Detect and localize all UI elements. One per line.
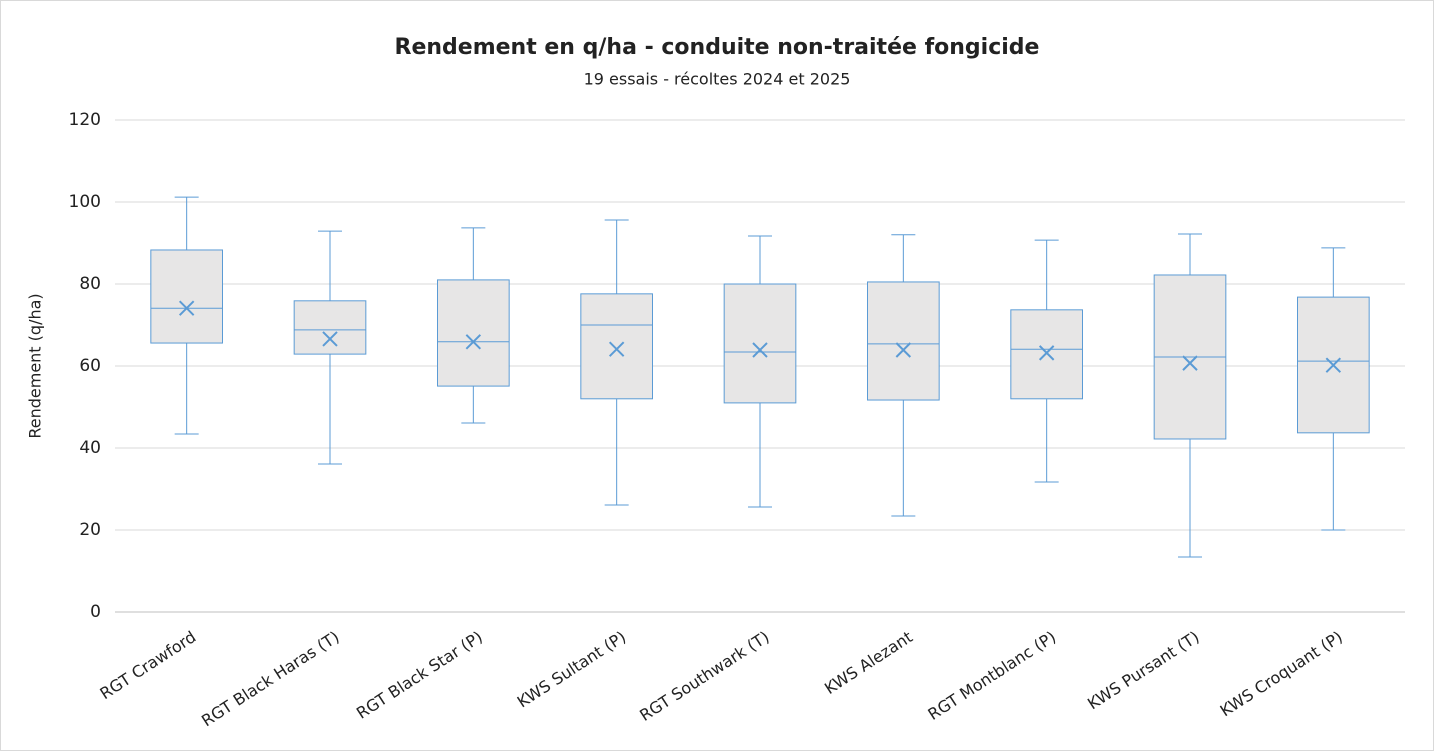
mean-marker [608,341,625,357]
box [580,293,653,400]
y-tick-label: 20 [79,520,101,540]
mean-marker [1182,355,1198,371]
mean-marker [178,300,195,316]
mean-marker [895,342,912,358]
mean-marker [1038,345,1055,361]
box [1010,309,1083,400]
box [437,279,510,387]
y-tick-label: 40 [79,438,101,458]
box [293,300,367,355]
chart-subtitle: 19 essais - récoltes 2024 et 2025 [584,70,851,89]
y-tick-label: 80 [79,274,101,294]
y-tick-label: 60 [79,356,101,376]
chart-title: Rendement en q/ha - conduite non-traitée… [395,35,1040,60]
y-axis-label: Rendement (q/ha) [26,293,45,438]
mean-marker [322,331,338,347]
y-tick-label: 120 [69,110,101,130]
y-tick-label: 0 [90,602,101,622]
box [723,283,797,404]
mean-marker [1325,357,1342,373]
box [867,281,940,401]
y-tick-label: 100 [69,192,101,212]
mean-marker [752,342,768,358]
box [150,249,223,344]
mean-marker [465,334,482,350]
